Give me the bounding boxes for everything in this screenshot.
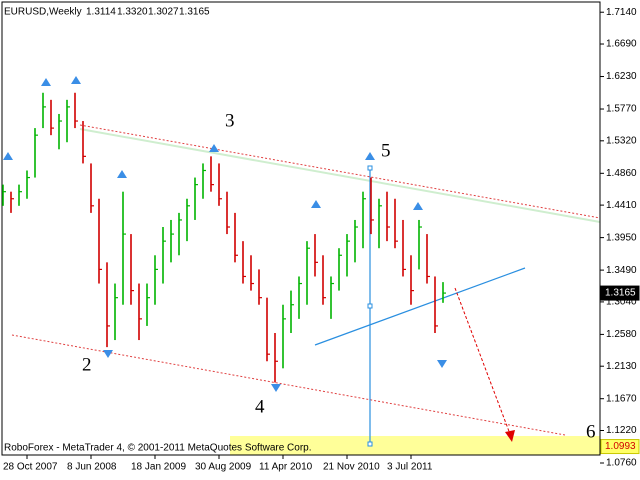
fractal bbox=[413, 202, 423, 210]
y-tick-label: 1.2580 bbox=[606, 329, 637, 340]
symbol: EURUSD,Weekly bbox=[4, 7, 82, 18]
fractal bbox=[311, 200, 321, 208]
wave-label: 6 bbox=[586, 421, 596, 442]
fractal bbox=[209, 144, 219, 152]
x-tick-label: 11 Apr 2010 bbox=[259, 462, 313, 473]
forecast-arrow bbox=[454, 287, 511, 435]
y-tick-label: 1.5320 bbox=[606, 135, 637, 146]
x-tick-label: 8 Jun 2008 bbox=[67, 462, 117, 473]
y-tick-label: 1.3040 bbox=[606, 297, 637, 308]
ohlc-value: 1.3114 bbox=[86, 7, 116, 18]
wave-label: 2 bbox=[82, 354, 92, 375]
y-tick-label: 1.4860 bbox=[606, 168, 637, 179]
y-tick-label: 1.0760 bbox=[606, 458, 637, 469]
x-tick-label: 3 Jul 2011 bbox=[387, 462, 433, 473]
y-tick-label: 1.7140 bbox=[606, 7, 637, 18]
channel-upper bbox=[79, 124, 601, 219]
x-tick-label: 18 Jan 2009 bbox=[131, 462, 186, 473]
y-tick-label: 1.6230 bbox=[606, 71, 637, 82]
wave-label: 3 bbox=[225, 110, 235, 131]
y-tick-label: 1.1670 bbox=[606, 393, 637, 404]
wave-label: 5 bbox=[381, 140, 391, 161]
ohlc-value: 1.3320 bbox=[117, 7, 148, 18]
fractal bbox=[365, 152, 375, 160]
fractal bbox=[271, 384, 281, 392]
fractal bbox=[103, 350, 113, 358]
y-tick-label: 1.3950 bbox=[606, 232, 637, 243]
handle bbox=[367, 165, 373, 171]
y-tick-label: 1.5770 bbox=[606, 104, 637, 115]
handle bbox=[367, 303, 373, 309]
y-tick-label: 1.6690 bbox=[606, 39, 637, 50]
arrow-head bbox=[505, 430, 515, 442]
ohlc-value: 1.3027 bbox=[148, 7, 179, 18]
target-zone bbox=[230, 436, 600, 455]
fractal bbox=[437, 360, 447, 368]
footer: RoboForex - MetaTrader 4, © 2001-2011 Me… bbox=[4, 443, 312, 454]
fractals bbox=[3, 76, 447, 392]
price-label-box bbox=[600, 439, 640, 455]
trend-line bbox=[314, 267, 526, 346]
channel-upper-shadow bbox=[79, 128, 601, 223]
price-label-box bbox=[600, 285, 640, 301]
y-tick-label: 1.1220 bbox=[606, 425, 637, 436]
plot-frame bbox=[1, 1, 601, 456]
fractal bbox=[3, 152, 13, 160]
x-tick-label: 21 Nov 2010 bbox=[323, 462, 380, 473]
fractal bbox=[71, 76, 81, 84]
price-label: 1.0993 bbox=[605, 441, 636, 452]
y-tick-label: 1.4410 bbox=[606, 200, 637, 211]
x-tick-label: 30 Aug 2009 bbox=[195, 462, 252, 473]
handle bbox=[367, 441, 373, 447]
fractal bbox=[117, 170, 127, 178]
fractal bbox=[41, 78, 51, 86]
ohlc-value: 1.3165 bbox=[179, 7, 210, 18]
price-label: 1.3165 bbox=[605, 288, 636, 299]
y-tick-label: 1.3490 bbox=[606, 265, 637, 276]
wave-label: 4 bbox=[255, 396, 265, 417]
x-tick-label: 28 Oct 2007 bbox=[3, 462, 58, 473]
y-tick-label: 1.2130 bbox=[606, 361, 637, 372]
